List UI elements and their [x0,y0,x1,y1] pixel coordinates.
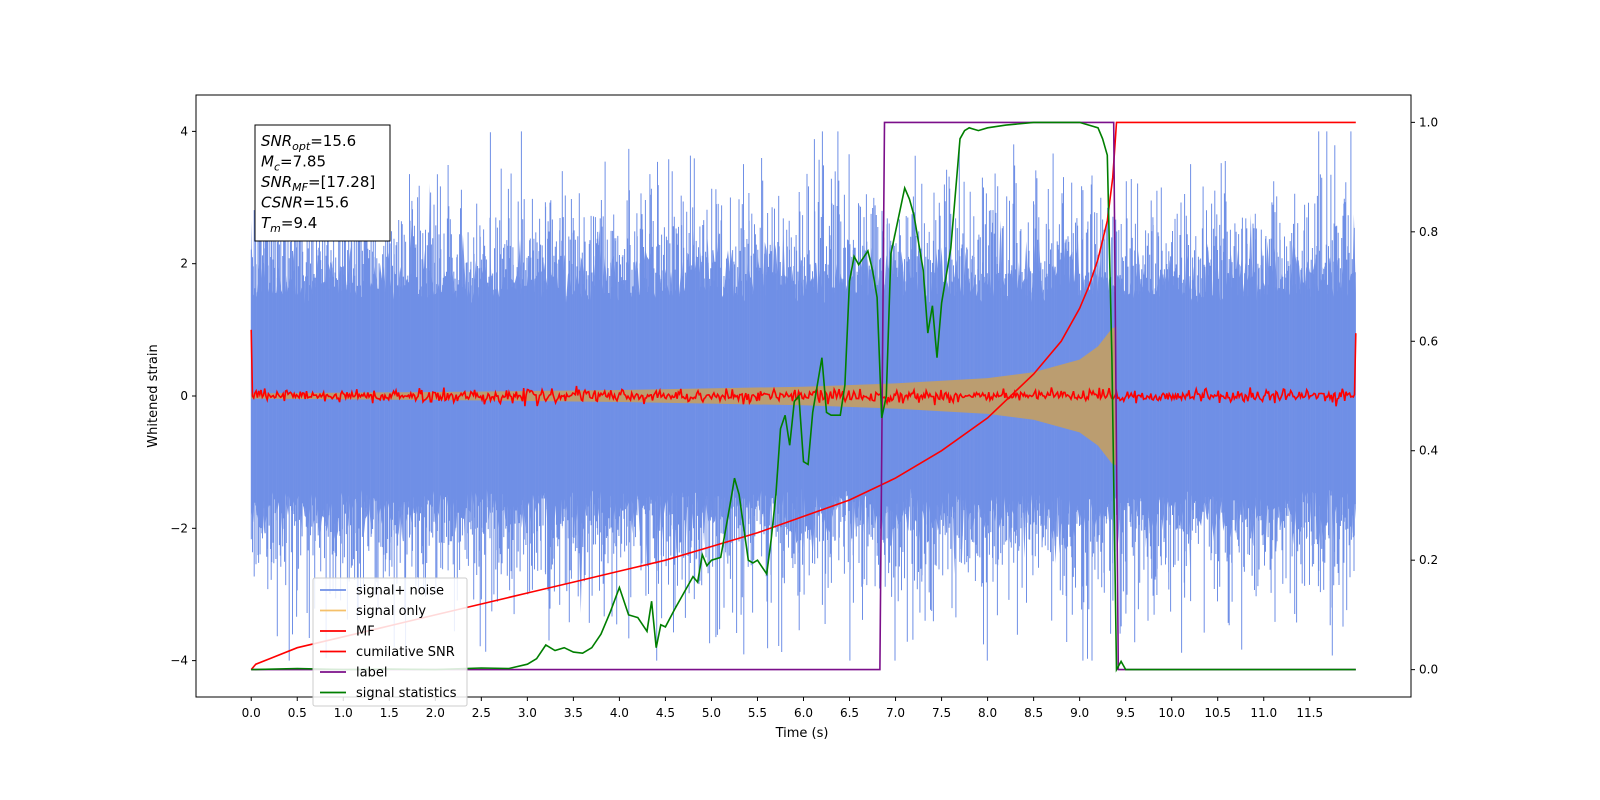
y-tick-label: 0 [180,389,188,403]
x-tick-label: 2.0 [426,706,445,720]
plot-area [250,121,1357,673]
series-signal-only [251,326,1117,466]
x-tick-label: 7.0 [886,706,905,720]
x-tick-label: 5.0 [702,706,721,720]
y2-tick-label: 0.0 [1419,663,1438,677]
x-tick-label: 10.5 [1204,706,1231,720]
y-axis-label: Whitened strain [146,344,161,447]
x-tick-label: 0.5 [288,706,307,720]
annotation-line: CSNR=15.6 [261,194,349,212]
annotation-line: SNRMF=[17.28] [261,173,375,194]
annotation-line: Tm=9.4 [261,214,317,235]
x-tick-label: 3.0 [518,706,537,720]
y2-tick-label: 1.0 [1419,115,1438,129]
x-tick-label: 1.5 [380,706,399,720]
y-tick-label: 4 [180,124,188,138]
x-tick-label: 0.0 [242,706,261,720]
x-tick-label: 5.5 [748,706,767,720]
x-tick-label: 7.5 [932,706,951,720]
series-mf [250,329,1357,407]
legend-label: label [356,666,387,681]
x-tick-label: 11.5 [1296,706,1323,720]
y2-tick-label: 0.8 [1419,225,1438,239]
legend-label: cumilative SNR [356,645,455,660]
annotation-box: SNRopt=15.6Mc=7.85SNRMF=[17.28]CSNR=15.6… [254,124,391,242]
legend: signal+ noise signal only MF cumilative SNR… [312,577,468,707]
x-tick-label: 9.0 [1070,706,1089,720]
y2-tick-label: 0.2 [1419,553,1438,567]
x-tick-label: 10.0 [1158,706,1185,720]
x-tick-label: 2.5 [472,706,491,720]
x-axis-ticks: 0.0 0.5 1.0 1.5 2.0 2.5 3.0 3.5 4.0 4.5 5.0 5.5 6.0 6… [242,697,1323,720]
x-tick-label: 6.5 [840,706,859,720]
x-axis-label: Time (s) [775,726,829,741]
legend-label: signal statistics [356,686,457,701]
y2-tick-label: 0.6 [1419,334,1438,348]
legend-label: MF [356,625,375,640]
y-tick-label: 2 [180,257,188,271]
x-tick-label: 9.5 [1116,706,1135,720]
legend-label: signal+ noise [356,584,444,599]
y-axis-ticks: 4 2 0 −2 −4 [170,124,196,668]
series-signal-statistics [251,121,1356,673]
x-tick-label: 4.5 [656,706,675,720]
x-tick-label: 11.0 [1250,706,1277,720]
y2-tick-label: 0.4 [1419,444,1438,458]
x-tick-label: 1.0 [334,706,353,720]
annotation-line: SNRopt=15.6 [261,132,356,153]
y2-axis-ticks: 1.0 0.8 0.6 0.4 0.2 0.0 [1411,115,1438,677]
x-tick-label: 8.0 [978,706,997,720]
x-tick-label: 3.5 [564,706,583,720]
y-tick-label: −2 [170,521,188,535]
x-tick-label: 8.5 [1024,706,1043,720]
x-tick-label: 4.0 [610,706,629,720]
annotation-line: Mc=7.85 [261,153,326,174]
y-tick-label: −4 [170,654,188,668]
x-tick-label: 6.0 [794,706,813,720]
legend-label: signal only [356,604,426,619]
